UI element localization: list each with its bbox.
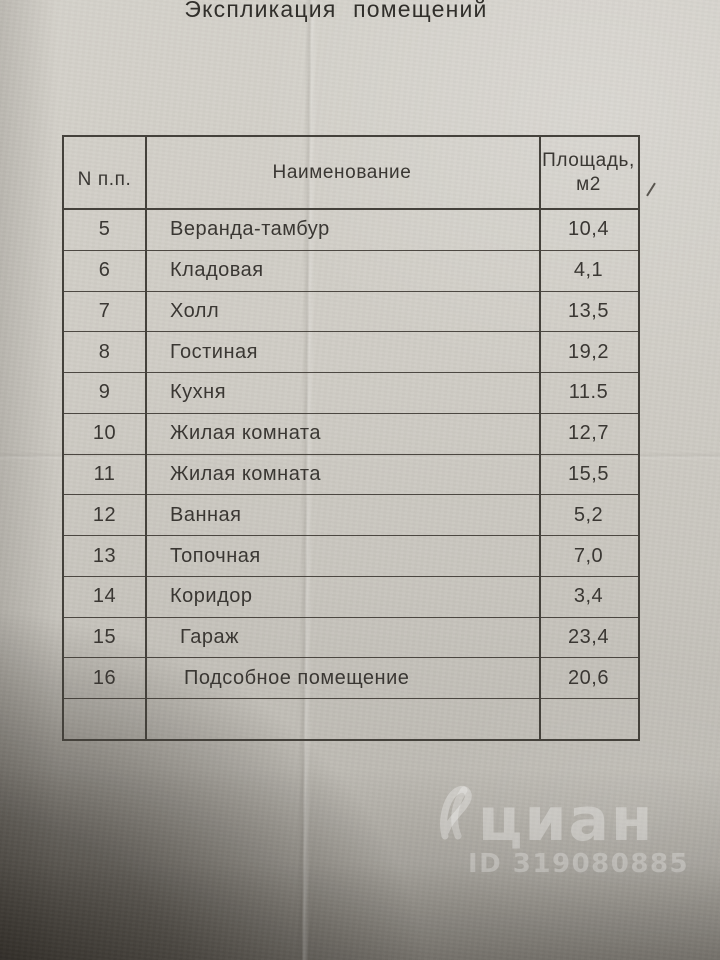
room-number: 7	[98, 299, 111, 322]
table-row: 10 Жилая комната 12,7	[64, 414, 638, 455]
room-number: 6	[98, 259, 111, 282]
room-area: 15,5	[568, 462, 609, 485]
room-area: 10,4	[568, 218, 609, 241]
room-number: 12	[92, 503, 117, 526]
table-row: 16 Подсобное помещение 20,6	[64, 658, 638, 700]
room-area: 4,1	[573, 259, 604, 282]
cian-watermark: циан ID 319080885	[438, 785, 690, 879]
table-row: 9 Кухня 11.5	[64, 373, 638, 414]
table-row: 14 Коридор 3,4	[64, 577, 638, 618]
room-name: Жилая комната	[170, 462, 321, 485]
table-row	[64, 699, 638, 739]
horizontal-fold-crease	[0, 452, 720, 460]
room-area: 3,4	[573, 585, 604, 608]
header-number-column: N п.п.	[77, 168, 132, 190]
header-name-column: Наименование	[272, 161, 412, 183]
room-name: Ванная	[170, 503, 242, 526]
cian-brand-text: циан	[478, 785, 655, 855]
table-row: 15 Гараж 23,4	[64, 618, 638, 659]
room-area: 20,6	[568, 666, 609, 689]
room-name: Гараж	[180, 626, 239, 649]
pen-stray-mark	[646, 182, 656, 196]
room-area: 11.5	[568, 381, 609, 404]
room-area: 23,4	[568, 626, 609, 649]
table-row: 13 Топочная 7,0	[64, 536, 638, 577]
header-area-column: Площадь, м2	[539, 150, 656, 196]
room-area: 12,7	[568, 422, 609, 445]
table-body: 5 Веранда-тамбур 10,4 6 Кладовая 4,1 7 Х…	[64, 210, 638, 739]
cian-ribbon-icon	[438, 785, 472, 845]
room-area: 13,5	[568, 299, 609, 322]
table-row: 8 Гостиная 19,2	[64, 332, 638, 374]
room-name: Гостиная	[170, 340, 258, 363]
room-number: 5	[98, 218, 111, 241]
room-name: Коридор	[170, 585, 253, 608]
table-header-row: N п.п. Наименование Площадь, м2	[64, 137, 656, 210]
room-name: Топочная	[170, 544, 261, 567]
table-row: 11 Жилая комната 15,5	[64, 455, 638, 496]
room-name: Кладовая	[170, 259, 264, 282]
column-divider-2	[539, 137, 541, 739]
column-divider-1	[145, 137, 147, 739]
explication-table: N п.п. Наименование Площадь, м2 5 Веранд…	[62, 135, 656, 741]
table-row: 6 Кладовая 4,1	[64, 251, 638, 292]
table-row: 5 Веранда-тамбур 10,4	[64, 210, 638, 251]
room-number: 14	[92, 585, 117, 608]
listing-id: ID 319080885	[468, 849, 690, 879]
room-number: 8	[98, 340, 111, 363]
table-row: 7 Холл 13,5	[64, 292, 638, 333]
room-name: Жилая комната	[170, 422, 321, 445]
table-row: 12 Ванная 5,2	[64, 495, 638, 537]
room-name: Подсобное помещение	[184, 666, 410, 689]
room-number: 11	[93, 462, 116, 485]
room-number: 9	[98, 381, 111, 404]
room-number: 15	[92, 626, 117, 649]
room-name: Кухня	[170, 381, 227, 404]
room-name: Веранда-тамбур	[170, 218, 330, 241]
room-area: 5,2	[573, 503, 604, 526]
room-area: 7,0	[573, 544, 604, 567]
room-area: 19,2	[568, 340, 609, 363]
page-title: Экспликация помещений	[184, 0, 488, 22]
room-number: 10	[92, 422, 117, 445]
room-number: 13	[92, 544, 117, 567]
room-name: Холл	[170, 299, 220, 322]
room-number: 16	[92, 666, 117, 689]
